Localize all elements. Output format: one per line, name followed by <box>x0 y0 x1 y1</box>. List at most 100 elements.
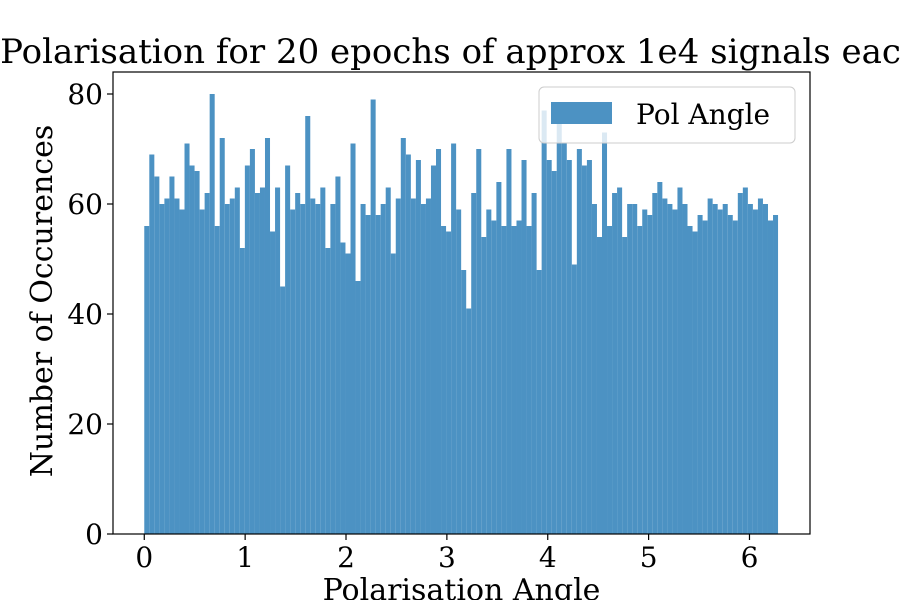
x-tick-label: 5 <box>640 541 658 574</box>
histogram-bar <box>410 198 416 534</box>
histogram-bar <box>234 187 240 534</box>
histogram-bar <box>330 204 336 534</box>
histogram-bar <box>199 209 205 534</box>
chart-title: Polarisation for 20 epochs of approx 1e4… <box>0 32 900 72</box>
histogram-bar <box>159 204 165 534</box>
histogram-bar <box>405 154 411 534</box>
histogram-bar <box>280 286 286 534</box>
histogram-bar <box>219 138 225 534</box>
histogram-bar <box>536 270 542 534</box>
histogram-bar <box>315 204 321 534</box>
histogram-bar <box>436 149 442 534</box>
histogram-bar <box>762 204 768 534</box>
histogram-bar <box>430 165 437 534</box>
histogram-bar <box>380 204 386 534</box>
histogram-bar <box>239 248 245 534</box>
y-tick-label: 20 <box>67 408 103 441</box>
histogram-bar <box>476 149 482 534</box>
histogram-bar <box>591 204 597 534</box>
histogram-bar <box>667 204 673 534</box>
histogram-bar <box>164 198 170 534</box>
histogram-bar <box>637 226 643 534</box>
histogram-bar <box>189 165 195 534</box>
histogram-bar <box>767 220 774 534</box>
histogram-bar <box>622 237 628 534</box>
histogram-bar <box>707 198 713 534</box>
histogram-bar <box>657 182 663 534</box>
histogram-bar <box>697 215 703 534</box>
x-tick-label: 0 <box>135 541 153 574</box>
histogram-bar <box>214 226 220 534</box>
histogram-bar <box>355 281 361 534</box>
histogram-bar <box>149 154 155 534</box>
histogram-bar <box>576 149 582 534</box>
histogram-bar <box>400 138 406 534</box>
histogram-bar <box>702 220 708 534</box>
histogram-bar <box>385 187 391 534</box>
histogram-bar <box>677 187 683 534</box>
x-tick-label: 3 <box>438 541 456 574</box>
y-tick-label: 0 <box>85 518 103 551</box>
histogram-bar <box>526 226 532 534</box>
histogram-bar <box>581 165 587 534</box>
legend-label: Pol Angle <box>636 98 770 131</box>
y-tick-label: 80 <box>67 78 103 111</box>
histogram-bar <box>491 220 497 534</box>
histogram-bar <box>370 99 376 534</box>
histogram-bar <box>179 209 185 534</box>
histogram-bar <box>506 149 512 534</box>
histogram-bar <box>390 253 396 534</box>
y-tick-label: 40 <box>67 298 103 331</box>
histogram-bar <box>270 231 276 534</box>
legend-swatch <box>551 102 612 124</box>
legend: Pol Angle <box>538 86 796 144</box>
histogram-bar <box>295 193 301 534</box>
x-tick-label: 4 <box>539 541 557 574</box>
histogram-bar <box>446 231 452 534</box>
x-tick-label: 1 <box>236 541 254 574</box>
histogram-bar <box>566 160 572 534</box>
histogram-bar <box>692 231 698 534</box>
histogram-bar <box>541 110 547 534</box>
histogram-bar <box>259 187 265 534</box>
histogram-bar <box>456 209 462 534</box>
histogram-bar <box>425 198 431 534</box>
histogram-bar <box>773 215 779 534</box>
histogram-bar <box>320 187 326 534</box>
histogram-bar <box>722 204 728 534</box>
histogram-bar <box>531 193 537 534</box>
histogram-bar <box>340 242 346 534</box>
histogram-bar <box>154 176 160 534</box>
histogram-bar <box>687 226 693 534</box>
histogram-bar <box>511 226 517 534</box>
histogram-bar <box>481 237 487 534</box>
histogram-bar <box>300 204 306 534</box>
histogram-bar <box>360 204 366 534</box>
histogram-bar <box>647 215 653 534</box>
histogram-bar <box>249 149 255 534</box>
histogram-bar <box>144 226 150 534</box>
y-axis-label: Number of Occurences <box>25 125 60 477</box>
histogram-bar <box>451 143 457 534</box>
histogram-bar <box>642 209 648 534</box>
histogram-bar <box>516 220 522 534</box>
histogram-bar <box>682 204 688 534</box>
x-tick-label: 6 <box>741 541 759 574</box>
histogram-bar <box>335 176 341 534</box>
histogram-bar <box>224 204 230 534</box>
histogram-bar <box>169 176 175 534</box>
legend-box <box>538 86 796 144</box>
histogram-bar <box>561 143 567 534</box>
bars-group <box>144 94 779 534</box>
histogram-bar <box>617 187 623 534</box>
histogram-bar <box>184 143 190 534</box>
histogram-bar <box>461 270 467 534</box>
histogram-bar <box>275 187 281 534</box>
histogram-bar <box>305 116 311 534</box>
histogram-bar <box>607 226 613 534</box>
histogram-bar <box>209 94 215 534</box>
histogram-bar <box>632 204 638 534</box>
histogram-bar <box>672 209 678 534</box>
histogram-bar <box>365 215 371 534</box>
